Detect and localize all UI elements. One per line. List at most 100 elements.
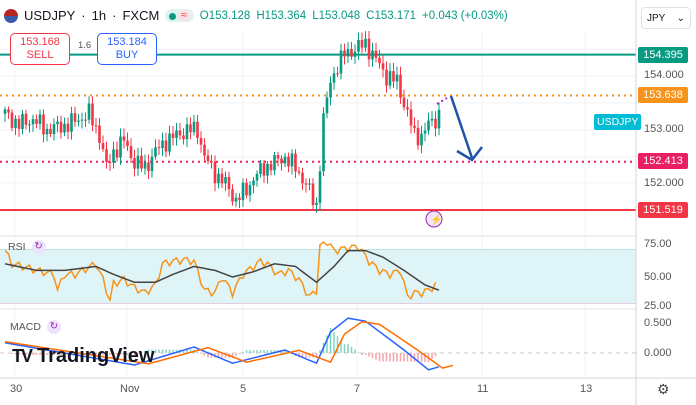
candle-body <box>378 57 381 64</box>
macd-tick: 0.500 <box>644 317 672 329</box>
candle-body <box>332 73 336 83</box>
candle-body <box>220 173 224 184</box>
ohlc-low: L153.048 <box>312 9 361 22</box>
sell-price: 153.168 <box>20 36 60 48</box>
candle-body <box>63 123 66 133</box>
candle-body <box>248 185 252 196</box>
event-lightning-icon[interactable] <box>425 210 443 228</box>
level-label-153638[interactable]: 153.638 <box>638 87 688 103</box>
rsi-label: RSI <box>8 241 26 253</box>
candle-body <box>364 38 367 48</box>
candle-body <box>388 71 392 86</box>
candle-body <box>311 183 315 205</box>
candle-body <box>105 149 108 162</box>
candle-body <box>343 50 346 57</box>
candle-body <box>143 162 147 169</box>
level-label-154395[interactable]: 154.395 <box>638 47 688 63</box>
candle-body <box>66 123 70 132</box>
candle-body <box>87 103 91 120</box>
candle-body <box>147 162 150 172</box>
candle-body <box>392 71 395 82</box>
time-tick: 7 <box>354 383 361 395</box>
candle-body <box>238 197 241 201</box>
candle-body <box>80 119 84 121</box>
rsi-legend[interactable]: RSI ↻ <box>8 240 46 254</box>
candle-body <box>175 130 178 138</box>
chevron-down-icon: ⌄ <box>676 13 685 24</box>
buy-price: 153.184 <box>107 36 147 48</box>
time-tick: 13 <box>580 383 593 395</box>
candle-body <box>357 39 360 52</box>
candle-body <box>294 153 297 172</box>
sell-label: SELL <box>26 49 54 61</box>
candle-body <box>385 69 388 86</box>
candle-body <box>224 176 227 184</box>
buy-button[interactable]: 153.184 BUY <box>97 33 157 65</box>
candle-body <box>252 180 255 186</box>
candle-body <box>269 163 273 171</box>
interval[interactable]: 1h <box>91 8 107 23</box>
candle-body <box>423 130 427 134</box>
candle-body <box>91 103 94 126</box>
candle-body <box>73 113 77 122</box>
chart-header: USDJPY · 1h · FXCM ≈ O153.128 H153.364 L… <box>4 8 508 23</box>
rsi-tick: 75.00 <box>644 238 672 250</box>
candle-body <box>413 125 416 128</box>
candle-body <box>119 136 122 158</box>
down-arrow <box>449 95 474 159</box>
candle-body <box>434 118 437 129</box>
level-label-152413[interactable]: 152.413 <box>638 153 688 169</box>
candle-body <box>84 119 87 121</box>
candle-body <box>49 128 52 135</box>
candle-body <box>409 109 413 126</box>
candle-body <box>231 189 234 202</box>
level-label-151519[interactable]: 151.519 <box>638 202 688 218</box>
candle-body <box>21 113 24 129</box>
candle-body <box>126 140 129 147</box>
candle-body <box>350 49 353 57</box>
sell-button[interactable]: 153.168 SELL <box>10 33 70 65</box>
candle-body <box>161 140 164 149</box>
price-tick: 154.000 <box>644 69 684 81</box>
settings-gear-icon[interactable]: ⚙ <box>657 381 670 397</box>
refresh-icon[interactable]: ↻ <box>46 320 61 334</box>
candle-body <box>59 121 63 133</box>
macd-label: MACD <box>10 321 41 333</box>
macd-legend[interactable]: MACD ↻ <box>10 320 61 334</box>
candle-body <box>112 149 115 163</box>
candle-body <box>77 120 80 122</box>
candle-body <box>420 133 423 146</box>
candle-body <box>217 173 220 184</box>
separator: · <box>81 8 86 23</box>
down-arrowhead <box>456 146 483 162</box>
time-tick: 5 <box>240 383 247 395</box>
candle-body <box>276 155 280 159</box>
candle-body <box>14 118 17 128</box>
currency-select[interactable]: JPY ⌄ <box>641 7 691 29</box>
candle-body <box>178 130 182 136</box>
candle-body <box>115 149 119 158</box>
candle-body <box>157 147 161 149</box>
logo-text: TradingView <box>37 345 155 367</box>
status-pill[interactable]: ≈ <box>165 9 194 22</box>
refresh-icon[interactable]: ↻ <box>31 240 46 254</box>
candle-body <box>101 142 105 150</box>
rsi-ma-line <box>4 249 440 291</box>
candle-body <box>416 127 420 146</box>
usd-jpy-flag-icon <box>4 8 18 23</box>
tv-mark-icon: TV <box>12 346 33 366</box>
candle-body <box>94 125 98 127</box>
candle-body <box>346 49 350 57</box>
candle-body <box>329 82 332 98</box>
candle-body <box>259 163 262 174</box>
price-tick: 153.000 <box>644 123 684 135</box>
candle-body <box>42 114 45 135</box>
candle-body <box>70 113 73 132</box>
candle-body <box>245 182 248 196</box>
candle-body <box>227 176 231 190</box>
candle-body <box>133 158 136 169</box>
projection-dots <box>436 97 448 105</box>
tradingview-logo[interactable]: TV TradingView <box>12 345 154 368</box>
symbol-name[interactable]: USDJPY <box>24 8 76 23</box>
